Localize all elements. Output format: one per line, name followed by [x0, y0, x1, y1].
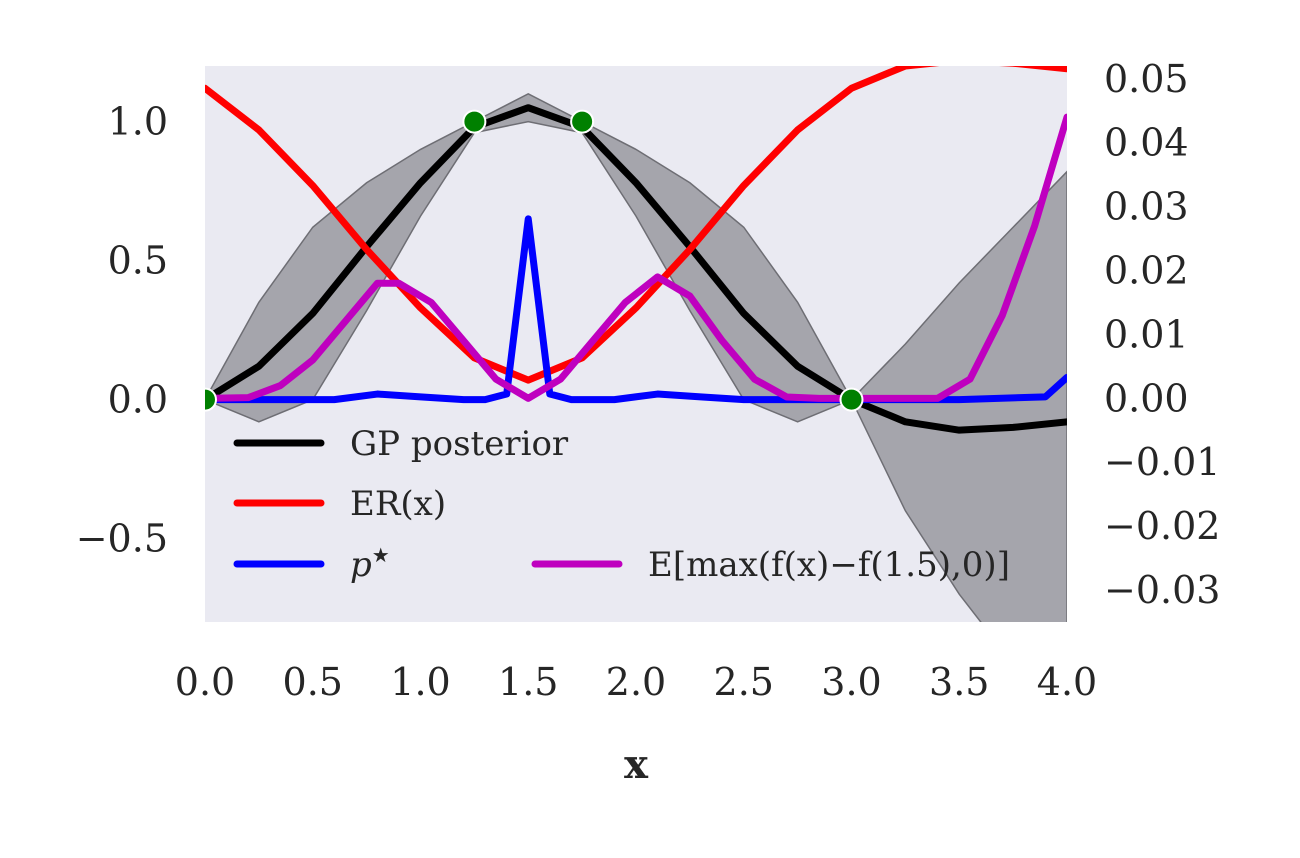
observation-point: [839, 387, 864, 412]
right-y-tick-label: 0.00: [1104, 376, 1189, 420]
right-y-tick-label: −0.03: [1104, 568, 1220, 612]
x-tick-label: 2.5: [714, 660, 774, 704]
right-y-tick-label: −0.01: [1104, 440, 1220, 484]
axis-ticks: 0.0 0.5 1.0 1.5 2.0 2.5 3.0 3.5 4.0 1.0 0.5 0.0 −0.5…: [76, 57, 1221, 704]
right-y-tick-label: 0.05: [1104, 57, 1189, 101]
x-tick-label: 1.5: [498, 660, 558, 704]
x-tick-label: 2.0: [606, 660, 666, 704]
left-y-tick-label: 0.5: [108, 239, 168, 283]
series-line-0: [205, 104, 1067, 434]
legend-label: p★: [350, 543, 390, 585]
observation-point: [570, 109, 595, 134]
observation-point: [205, 387, 217, 412]
right-y-tick-label: 0.04: [1104, 121, 1189, 165]
legend: GP posterior ER(x) p★ E[max(f(x)−f(1.5),0)]: [233, 424, 1010, 585]
left-y-tick-label: −0.5: [76, 517, 168, 561]
x-axis-label: x: [624, 741, 649, 788]
series-line-3: [205, 113, 1067, 402]
plot-area: [205, 66, 1067, 622]
x-tick-label: 1.0: [390, 660, 450, 704]
observation-point: [462, 109, 487, 134]
confidence-band: [205, 92, 1067, 622]
legend-label: E[max(f(x)−f(1.5),0)]: [648, 545, 1010, 585]
legend-label: GP posterior: [350, 424, 569, 464]
left-y-tick-label: 0.0: [108, 378, 168, 422]
x-tick-label: 0.5: [283, 660, 343, 704]
right-y-tick-label: 0.02: [1104, 249, 1189, 293]
right-y-tick-label: −0.02: [1104, 504, 1220, 548]
right-y-tick-label: 0.01: [1104, 312, 1189, 356]
x-tick-label: 3.0: [821, 660, 881, 704]
x-tick-label: 3.5: [929, 660, 989, 704]
series-line-1: [205, 66, 1067, 384]
legend-label: ER(x): [350, 484, 446, 524]
x-tick-label: 4.0: [1037, 660, 1097, 704]
x-tick-label: 0.0: [175, 660, 235, 704]
right-y-tick-label: 0.03: [1104, 185, 1189, 229]
left-y-tick-label: 1.0: [108, 100, 168, 144]
